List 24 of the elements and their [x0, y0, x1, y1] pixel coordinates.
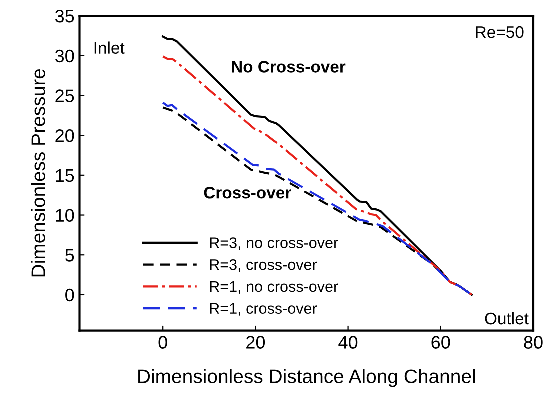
- annotation: Outlet: [485, 312, 529, 325]
- y-axis-title: Dimensionless Pressure: [31, 69, 46, 277]
- annotation: Cross-over: [204, 186, 292, 199]
- y-tick-label: 10: [56, 209, 74, 222]
- x-axis-title: Dimensionless Distance Along Channel: [138, 369, 476, 388]
- x-tick-label: 0: [158, 336, 168, 349]
- legend-label: R=1, no cross-over: [210, 282, 338, 294]
- x-tick-label: 80: [524, 336, 543, 349]
- x-tick-label: 40: [338, 336, 358, 349]
- y-tick-label: 35: [55, 10, 74, 23]
- annotation: No Cross-over: [232, 61, 346, 73]
- y-tick-label: 25: [56, 90, 74, 102]
- y-tick-label: 30: [55, 50, 74, 63]
- legend-label: R=3, cross-over: [210, 259, 318, 272]
- y-tick-label: 20: [56, 130, 74, 142]
- legend-label: R=3, no cross-over: [210, 238, 338, 250]
- legend-label: R=1, cross-over: [210, 303, 318, 316]
- y-tick-label: 0: [66, 288, 74, 302]
- y-tick-label: 5: [66, 249, 74, 262]
- x-tick-label: 20: [246, 336, 266, 349]
- annotation: Re=50: [476, 26, 524, 38]
- x-tick-label: 60: [432, 336, 450, 349]
- annotation: Inlet: [94, 42, 125, 54]
- y-tick-label: 15: [56, 170, 74, 182]
